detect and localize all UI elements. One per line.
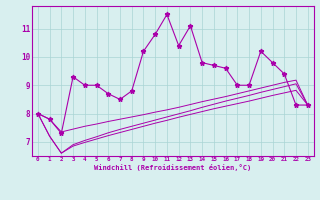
X-axis label: Windchill (Refroidissement éolien,°C): Windchill (Refroidissement éolien,°C) <box>94 164 252 171</box>
